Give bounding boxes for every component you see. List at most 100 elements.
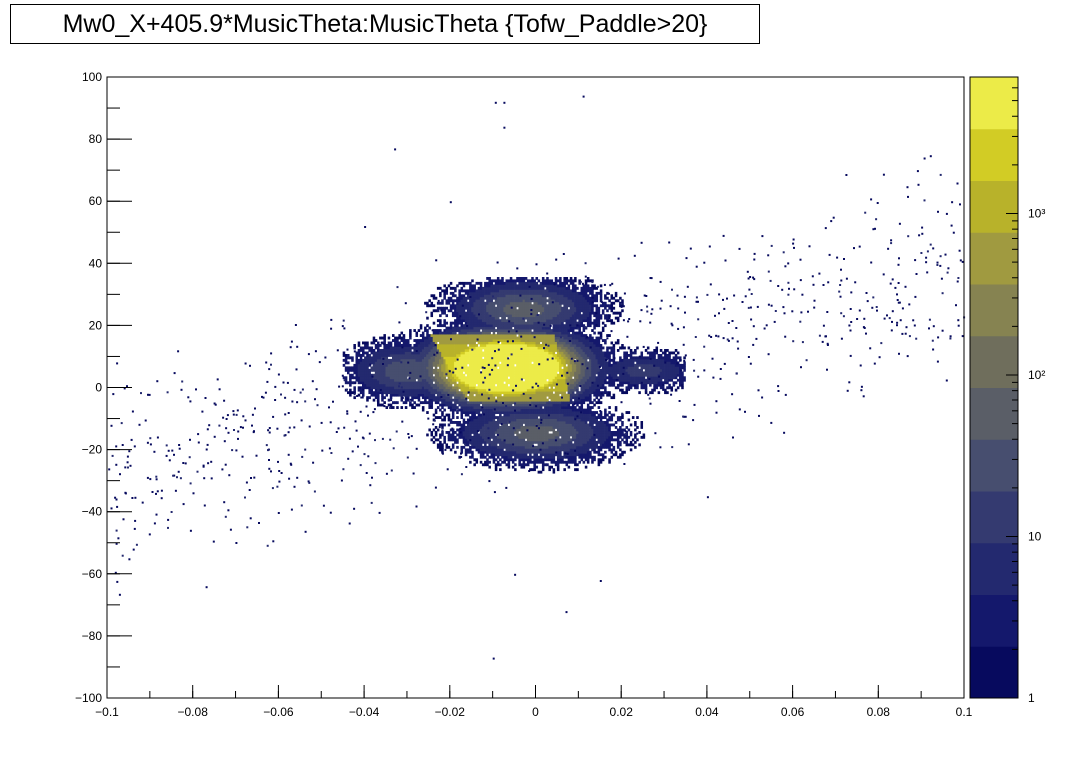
heatmap-cell	[514, 421, 517, 424]
heatmap-cell	[561, 445, 564, 449]
heatmap-cell	[556, 316, 560, 320]
heatmap-cell	[559, 423, 562, 427]
heatmap-cell	[434, 361, 438, 365]
heatmap-cell	[541, 416, 545, 419]
heatmap-cell	[481, 388, 485, 392]
heatmap-cell	[507, 289, 511, 293]
heatmap-cell	[556, 306, 560, 310]
heatmap-cell	[413, 351, 416, 355]
heatmap-cell	[503, 450, 506, 454]
heatmap-cell	[533, 396, 536, 400]
heatmap-cell	[520, 453, 524, 457]
heatmap-cell	[377, 341, 380, 345]
heatmap-cell	[518, 286, 521, 290]
heatmap-cell	[379, 349, 382, 352]
heatmap-cell	[503, 334, 506, 337]
heatmap-cell	[355, 376, 359, 380]
heatmap-cell	[563, 440, 566, 444]
heatmap-cell	[473, 413, 476, 417]
heatmap-cell	[424, 329, 427, 332]
heatmap-cell	[514, 416, 517, 419]
heatmap-cell	[488, 413, 491, 417]
heatmap-cell	[449, 386, 453, 390]
heatmap-cell	[554, 445, 558, 449]
heatmap-cell	[496, 286, 500, 290]
heatmap-cell	[477, 289, 481, 293]
heatmap-cell	[394, 346, 397, 350]
heatmap-cell	[509, 440, 513, 444]
heatmap-cell	[355, 358, 359, 362]
heatmap-cell	[559, 366, 562, 370]
heatmap-cell	[535, 433, 539, 437]
heatmap-cell	[533, 383, 536, 387]
heatmap-cell	[407, 381, 410, 385]
heatmap-cell	[509, 398, 513, 402]
heatmap-cell	[353, 371, 356, 375]
heatmap-cell	[443, 378, 446, 382]
heatmap-cell	[524, 301, 528, 305]
heatmap-cell	[492, 450, 496, 454]
heatmap-cell	[411, 386, 414, 390]
heatmap-cell	[505, 296, 509, 300]
heatmap-cell	[552, 421, 556, 424]
heatmap-cell	[494, 438, 498, 442]
heatmap-cell	[421, 341, 425, 345]
heatmap-cell	[432, 321, 436, 325]
heatmap-cell	[490, 378, 494, 382]
heatmap-cell	[522, 398, 526, 402]
heatmap-cell	[492, 386, 496, 390]
heatmap-cell	[447, 371, 451, 375]
heatmap-cell	[443, 321, 446, 325]
heatmap-cell	[456, 336, 459, 340]
heatmap-cell	[488, 321, 491, 325]
heatmap-cell	[524, 453, 528, 457]
heatmap-cell	[503, 341, 506, 345]
heatmap-cell	[559, 277, 562, 280]
heatmap-cell	[550, 329, 554, 332]
heatmap-cell	[443, 329, 446, 332]
heatmap-cell	[451, 354, 455, 357]
heatmap-cell	[481, 423, 485, 427]
heatmap-cell	[381, 398, 384, 402]
heatmap-cell	[526, 286, 530, 290]
heatmap-cell	[494, 443, 498, 447]
heatmap-cell	[505, 299, 509, 303]
heatmap-cell	[419, 356, 423, 360]
heatmap-cell	[486, 413, 489, 417]
heatmap-cell	[518, 423, 521, 427]
heatmap-cell	[473, 438, 476, 442]
heatmap-cell	[503, 316, 506, 320]
heatmap-cell	[439, 368, 442, 372]
heatmap-cell	[394, 393, 397, 397]
heatmap-cell	[492, 401, 496, 405]
heatmap-cell	[407, 349, 410, 352]
heatmap-cell	[396, 373, 399, 377]
heatmap-cell	[347, 391, 350, 395]
heatmap-cell	[490, 431, 494, 434]
heatmap-cell	[479, 396, 483, 400]
heatmap-cell	[477, 378, 481, 382]
heatmap-cell	[524, 324, 528, 328]
heatmap-cell	[503, 418, 506, 422]
heatmap-cell	[533, 331, 536, 335]
heatmap-cell	[372, 378, 376, 382]
heatmap-cell	[458, 433, 461, 437]
heatmap-cell	[415, 358, 419, 362]
heatmap-cell	[473, 284, 476, 288]
heatmap-cell	[490, 413, 494, 417]
heatmap-cell	[496, 428, 500, 432]
heatmap-cell	[415, 354, 419, 357]
heatmap-cell	[490, 289, 494, 293]
heatmap-cell	[484, 396, 487, 400]
heatmap-cell	[471, 301, 474, 305]
heatmap-cell	[488, 346, 491, 350]
heatmap-cell	[520, 319, 524, 323]
heatmap-cell	[559, 296, 562, 300]
heatmap-cell	[387, 341, 391, 345]
heatmap-cell	[539, 443, 543, 447]
heatmap-cell	[533, 299, 536, 303]
heatmap-cell	[537, 358, 541, 362]
heatmap-cell	[531, 460, 534, 464]
heatmap-cell	[466, 349, 470, 352]
